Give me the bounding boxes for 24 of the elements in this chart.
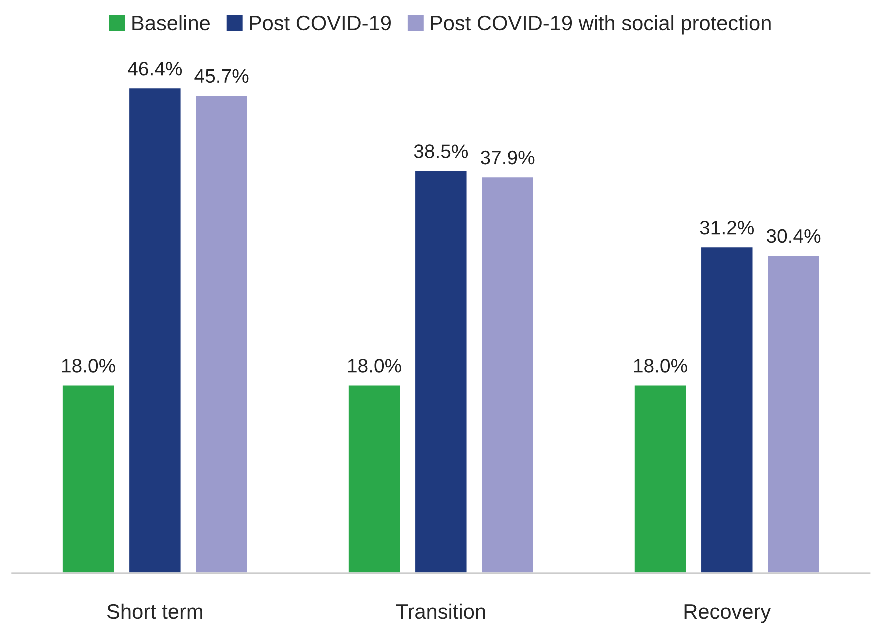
x-tick-label: Short term bbox=[108, 604, 202, 620]
bar bbox=[700, 246, 754, 574]
bar bbox=[62, 384, 116, 574]
legend-label: Baseline bbox=[132, 15, 210, 31]
data-label: 45.7% bbox=[194, 69, 249, 84]
data-label: 37.9% bbox=[480, 150, 535, 165]
bar bbox=[634, 384, 688, 574]
data-label: 18.0% bbox=[634, 359, 688, 373]
data-label: 38.5% bbox=[414, 144, 468, 158]
x-tick-label: Transition bbox=[396, 604, 486, 620]
bar bbox=[194, 94, 249, 574]
bar bbox=[128, 87, 182, 574]
bar bbox=[480, 176, 535, 574]
bar bbox=[414, 170, 468, 574]
bar bbox=[348, 384, 402, 574]
legend-label: Post COVID-19 with social protection bbox=[431, 15, 771, 35]
data-label: 31.2% bbox=[700, 221, 754, 235]
data-label: 18.0% bbox=[348, 359, 402, 373]
data-label: 18.0% bbox=[62, 359, 116, 373]
data-label: 30.4% bbox=[766, 229, 821, 244]
bar bbox=[766, 254, 821, 574]
data-label: 46.4% bbox=[128, 62, 182, 76]
legend-label: Post COVID-19 bbox=[250, 16, 391, 31]
x-tick-label: Recovery bbox=[684, 604, 772, 624]
